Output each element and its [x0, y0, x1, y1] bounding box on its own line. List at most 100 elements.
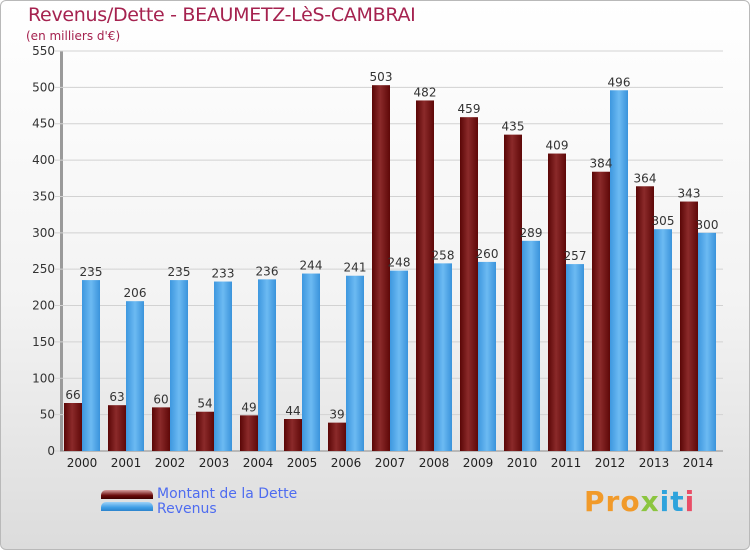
- dette-value-label: 364: [634, 171, 657, 185]
- x-tick-label: 2003: [199, 456, 230, 470]
- dette-bar: [680, 201, 698, 451]
- dette-value-label: 54: [197, 397, 212, 411]
- dette-value-label: 435: [502, 120, 525, 134]
- revenus-value-label: 289: [520, 226, 543, 240]
- revenus-bar: [170, 280, 188, 451]
- revenus-bar: [82, 280, 100, 451]
- revenus-bar: [126, 301, 144, 451]
- y-axis-line: [60, 51, 63, 451]
- y-tick-label: 50: [40, 408, 55, 422]
- logo-part-1: Pro: [584, 485, 641, 518]
- revenus-value-label: 300: [696, 218, 719, 232]
- revenus-value-label: 260: [476, 247, 499, 261]
- dette-value-label: 44: [285, 404, 300, 418]
- dette-bar: [636, 186, 654, 452]
- revenus-value-label: 241: [344, 261, 367, 275]
- revenus-value-label: 206: [124, 286, 147, 300]
- x-tick-label: 2009: [463, 456, 494, 470]
- dette-bar: [592, 171, 610, 451]
- x-tick-label: 2012: [595, 456, 626, 470]
- y-tick-label: 250: [32, 262, 55, 276]
- dette-value-label: 343: [678, 187, 701, 201]
- dette-value-label: 60: [153, 392, 168, 406]
- revenus-bar: [390, 270, 408, 451]
- proxiti-logo: Proxiti: [584, 485, 695, 518]
- x-tick-label: 2000: [67, 456, 98, 470]
- x-tick-label: 2005: [287, 456, 318, 470]
- revenus-value-label: 257: [564, 249, 587, 263]
- dette-bar: [152, 407, 170, 451]
- dette-value-label: 482: [414, 85, 437, 99]
- revenus-value-label: 236: [256, 264, 279, 278]
- x-tick-label: 2004: [243, 456, 274, 470]
- x-tick-label: 2011: [551, 456, 582, 470]
- x-tick-label: 2014: [683, 456, 714, 470]
- revenus-bar: [566, 264, 584, 451]
- dette-bar: [64, 403, 82, 451]
- dette-bar: [416, 100, 434, 452]
- y-tick-label: 0: [47, 444, 55, 458]
- dette-value-label: 384: [590, 157, 613, 171]
- legend-label-dette: Montant de la Dette: [157, 486, 298, 502]
- chart-title: Revenus/Dette - BEAUMETZ-LèS-CAMBRAI: [28, 4, 416, 26]
- y-tick-label: 100: [32, 371, 55, 385]
- dette-value-label: 409: [546, 139, 569, 153]
- dette-bar: [548, 153, 566, 451]
- revenus-bar: [214, 281, 232, 451]
- logo-part-2: x: [640, 485, 660, 518]
- dette-value-label: 66: [65, 388, 80, 402]
- revenus-value-label: 235: [168, 265, 191, 279]
- dette-bar: [196, 411, 214, 451]
- revenus-bar: [654, 229, 672, 451]
- dette-value-label: 503: [370, 70, 393, 84]
- revenus-bar: [698, 232, 716, 451]
- dette-bar: [504, 134, 522, 452]
- revenus-bar: [522, 240, 540, 451]
- revenus-bar: [478, 261, 496, 451]
- x-tick-label: 2010: [507, 456, 538, 470]
- revenus-bar: [302, 273, 320, 451]
- x-tick-label: 2008: [419, 456, 450, 470]
- y-tick-label: 400: [32, 153, 55, 167]
- dette-bar: [240, 415, 258, 451]
- revenus-value-label: 496: [608, 75, 631, 89]
- legend-swatch-dette: [101, 490, 153, 499]
- y-tick-label: 450: [32, 117, 55, 131]
- dette-value-label: 63: [109, 390, 124, 404]
- dette-value-label: 49: [241, 400, 256, 414]
- y-tick-label: 350: [32, 189, 55, 203]
- dette-bar: [328, 422, 346, 451]
- legend-swatch-revenus: [101, 502, 153, 511]
- x-tick-label: 2002: [155, 456, 186, 470]
- dette-bar: [284, 419, 302, 451]
- x-tick-label: 2006: [331, 456, 362, 470]
- logo-part-4: i: [684, 485, 696, 518]
- revenus-value-label: 258: [432, 248, 455, 262]
- revenus-value-label: 305: [652, 214, 675, 228]
- dette-value-label: 39: [329, 408, 344, 422]
- revenus-bar: [610, 90, 628, 451]
- revenus-bar: [434, 263, 452, 451]
- dette-bar: [108, 405, 126, 451]
- dette-bar: [372, 85, 390, 451]
- x-tick-label: 2007: [375, 456, 406, 470]
- chart-subtitle: (en milliers d'€): [26, 29, 121, 43]
- x-tick-label: 2013: [639, 456, 670, 470]
- y-tick-label: 200: [32, 299, 55, 313]
- legend-label-revenus: Revenus: [157, 501, 217, 517]
- revenus-value-label: 233: [212, 267, 235, 281]
- x-tick-label: 2001: [111, 456, 142, 470]
- dette-bar: [460, 117, 478, 451]
- y-tick-label: 300: [32, 226, 55, 240]
- revenus-bar: [346, 275, 364, 451]
- revenus-value-label: 235: [80, 265, 103, 279]
- logo-part-3: it: [659, 485, 685, 518]
- dette-value-label: 459: [458, 102, 481, 116]
- revenus-value-label: 248: [388, 256, 411, 270]
- revenus-bar: [258, 279, 276, 451]
- y-tick-label: 150: [32, 335, 55, 349]
- y-tick-label: 500: [32, 80, 55, 94]
- y-tick-label: 550: [32, 44, 55, 58]
